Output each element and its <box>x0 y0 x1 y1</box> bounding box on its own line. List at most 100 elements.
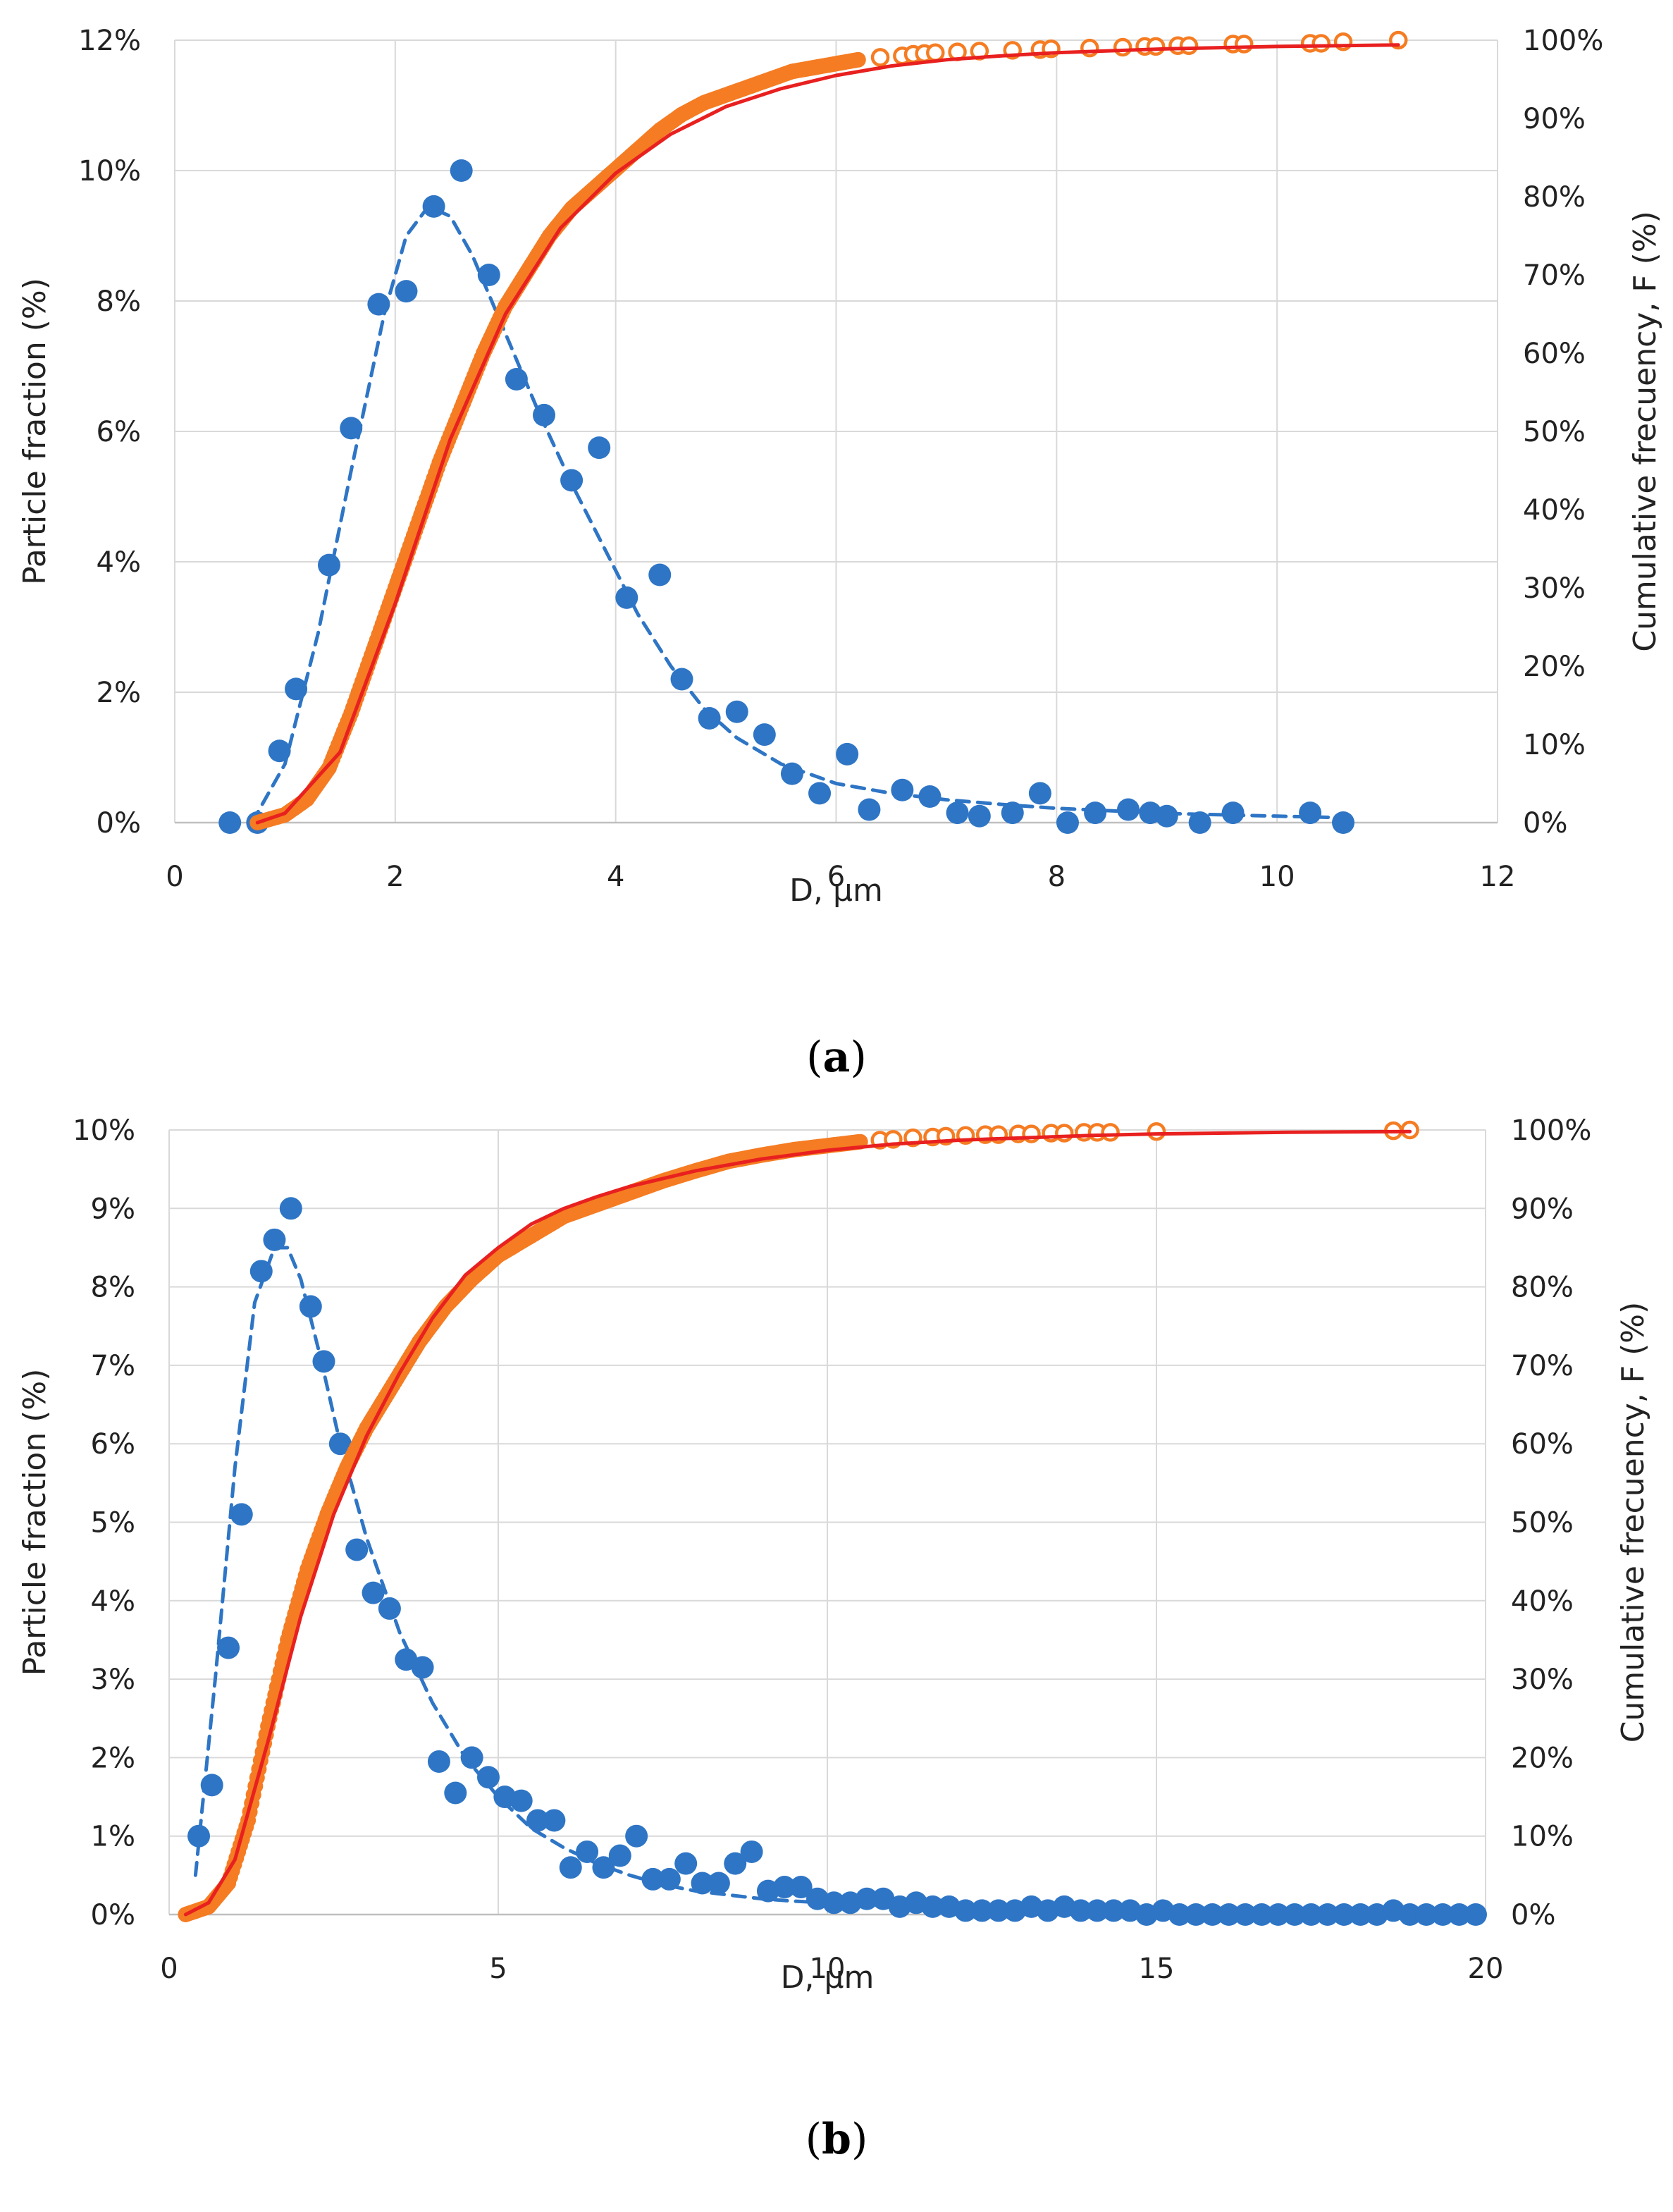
data-point <box>1221 801 1245 825</box>
y-right-tick-label: 90% <box>1511 1193 1574 1225</box>
data-point <box>1316 1903 1339 1926</box>
data-point <box>263 1228 286 1251</box>
panel-label-close: ) <box>851 2115 868 2164</box>
data-point <box>946 801 969 825</box>
x-tick-label: 2 <box>386 861 404 893</box>
data-point <box>476 1766 500 1789</box>
panel-label-letter: a <box>823 1033 851 1082</box>
chart-panel-a: 0 2 4 6 8 10 120%2%4%6%8%10%12%0%10%20%30%40%5… <box>17 25 1663 1082</box>
data-point <box>411 1656 434 1679</box>
panel-label-letter: b <box>822 2115 851 2164</box>
data-point-open <box>1101 1123 1120 1142</box>
data-point-open <box>1179 36 1199 56</box>
data-point <box>789 1876 813 1899</box>
y-left-tick-label: 8% <box>91 1272 135 1304</box>
y-right-tick-label: 60% <box>1511 1428 1574 1461</box>
data-point <box>592 1856 615 1879</box>
data-point <box>1085 1899 1109 1922</box>
y-right-tick-label: 40% <box>1511 1585 1574 1618</box>
y-right-tick-label: 90% <box>1523 103 1586 135</box>
data-point <box>891 778 914 801</box>
data-point <box>725 700 748 723</box>
y-left-tick-label: 2% <box>97 677 141 709</box>
fit-line-dashed <box>250 204 1334 825</box>
fit-line-solid <box>255 43 1400 825</box>
grid <box>174 39 1498 823</box>
y-right-tick-label: 80% <box>1511 1272 1574 1304</box>
data-point <box>1028 782 1051 805</box>
x-tick-label: 10 <box>1259 861 1295 893</box>
y-left-tick-label: 3% <box>91 1664 135 1696</box>
y-left-tick-label: 7% <box>91 1350 135 1382</box>
data-point <box>187 1824 211 1848</box>
data-point <box>658 1867 681 1891</box>
x-tick-label: 20 <box>1468 1953 1504 1985</box>
data-point <box>576 1840 599 1863</box>
data-point <box>543 1809 566 1832</box>
data-point <box>279 1197 302 1220</box>
data-point <box>608 1844 631 1867</box>
tick-labels: 0 2 4 6 8 10 120%2%4%6%8%10%12%0%10%20%30%40%5… <box>78 25 1603 893</box>
series-particle-fraction-measured- <box>187 1197 1487 1926</box>
y-left-tick-label: 4% <box>97 546 141 579</box>
data-point-open <box>1311 34 1331 53</box>
data-point <box>822 1891 846 1915</box>
y-right-tick-label: 100% <box>1523 25 1603 57</box>
chart-panel-b: 0 5 10 15 200%1%2%3%4%5%6%7%8%9%10%0%10%20%3… <box>17 1114 1651 2164</box>
y-left-tick-label: 10% <box>78 155 141 188</box>
x-tick-label: 8 <box>1048 861 1066 893</box>
data-point <box>1168 1903 1191 1926</box>
data-point-open <box>926 43 945 63</box>
data-point <box>559 1856 582 1879</box>
fit-line-dashed <box>193 1246 829 1905</box>
data-point <box>970 1899 994 1922</box>
series-particle-fraction-measured- <box>218 159 1355 834</box>
y-right-tick-label: 50% <box>1523 416 1586 448</box>
series-cumulative-frequency-fit- <box>255 43 1400 825</box>
x-tick-label: 15 <box>1139 1953 1175 1985</box>
data-point <box>1155 804 1178 828</box>
data-point <box>1299 801 1322 825</box>
x-axis-title: D, µm <box>789 873 883 909</box>
data-point <box>968 804 991 828</box>
data-point <box>1201 1903 1224 1926</box>
data-point <box>954 1899 977 1922</box>
y-left-tick-label: 1% <box>91 1821 135 1853</box>
panel-label: (a) <box>806 1033 867 1082</box>
data-point <box>444 1781 467 1805</box>
data-point <box>505 368 528 391</box>
data-point <box>921 1895 944 1918</box>
y-right-tick-label: 30% <box>1511 1664 1574 1696</box>
data-point <box>1447 1903 1471 1926</box>
x-tick-label: 0 <box>166 861 183 893</box>
data-point <box>345 1538 369 1561</box>
y-right-tick-label: 100% <box>1511 1114 1591 1147</box>
data-point <box>698 707 721 730</box>
data-point <box>217 1636 240 1659</box>
data-point <box>836 742 859 766</box>
data-point <box>691 1872 714 1895</box>
panel-label: (b) <box>805 2115 868 2164</box>
data-point <box>1117 798 1140 821</box>
y-left-tick-label: 0% <box>91 1899 135 1931</box>
y-left-tick-label: 8% <box>97 285 141 318</box>
x-tick-label: 5 <box>489 1953 507 1985</box>
y-left-axis-title: Particle fraction (%) <box>17 1369 53 1676</box>
data-point-open <box>1234 35 1254 54</box>
y-right-tick-label: 10% <box>1511 1821 1574 1853</box>
data-point <box>460 1746 483 1769</box>
data-point <box>230 1503 253 1526</box>
data-point-open <box>1054 1124 1074 1143</box>
y-left-tick-label: 5% <box>91 1507 135 1540</box>
data-point <box>340 417 363 440</box>
data-point <box>1333 1903 1356 1926</box>
data-point-open <box>1147 1122 1166 1141</box>
y-right-tick-label: 60% <box>1523 338 1586 370</box>
y-right-tick-label: 70% <box>1511 1350 1574 1382</box>
data-point <box>740 1840 763 1863</box>
data-point <box>918 785 942 808</box>
data-point <box>362 1581 385 1604</box>
data-point <box>856 1887 879 1910</box>
data-point <box>427 1750 450 1773</box>
data-point <box>1464 1903 1487 1926</box>
